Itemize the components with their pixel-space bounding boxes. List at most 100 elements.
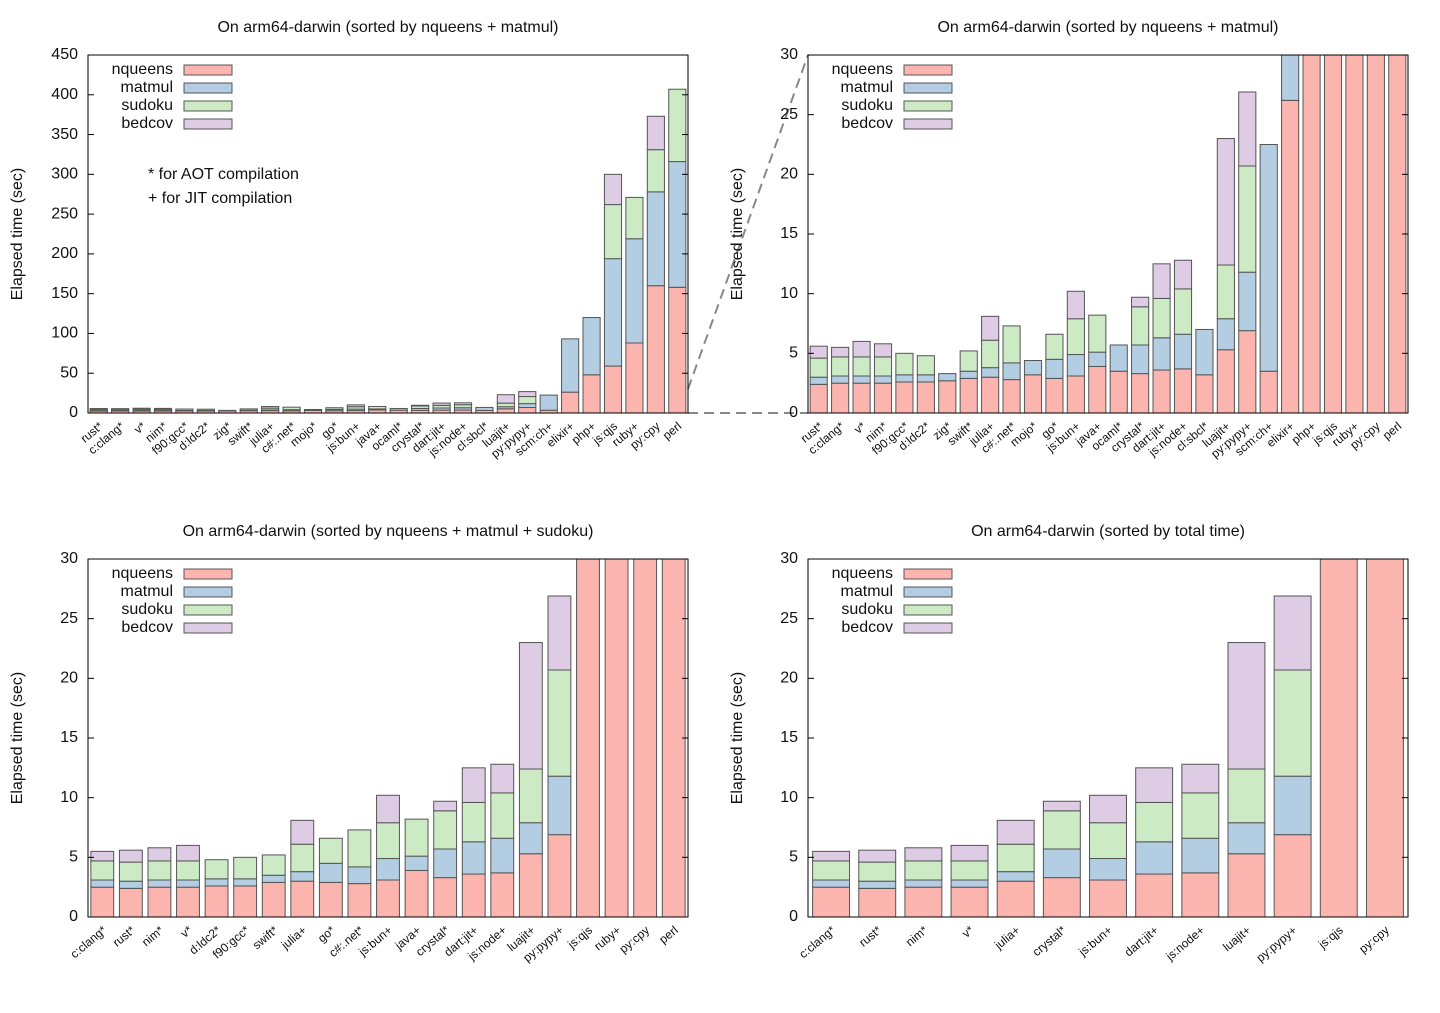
bar-segment bbox=[519, 823, 542, 854]
bar-segment bbox=[859, 862, 896, 881]
bar-segment bbox=[405, 856, 428, 870]
bar-segment bbox=[519, 643, 542, 769]
legend-label: nqueens bbox=[832, 61, 893, 78]
bar-segment bbox=[1228, 854, 1265, 917]
y-tick-label: 15 bbox=[780, 729, 798, 746]
legend-swatch bbox=[184, 83, 232, 93]
bar-segment bbox=[1090, 795, 1127, 822]
bar-segment bbox=[874, 344, 891, 357]
bar-segment bbox=[133, 408, 150, 409]
bar-segment bbox=[119, 850, 142, 862]
bar-segment bbox=[1228, 643, 1265, 769]
bar-segment bbox=[548, 776, 571, 834]
annotation: * for AOT compilation bbox=[148, 166, 299, 183]
bar-segment bbox=[951, 887, 988, 917]
legend-label: nqueens bbox=[112, 61, 173, 78]
bar-segment bbox=[905, 848, 942, 861]
bar-segment bbox=[810, 377, 827, 384]
bar-segment bbox=[1043, 849, 1080, 878]
bar-segment bbox=[647, 286, 664, 413]
y-tick-label: 10 bbox=[60, 789, 78, 806]
bars bbox=[90, 89, 686, 413]
bar-segment bbox=[390, 408, 407, 410]
bar-segment bbox=[177, 845, 200, 861]
bar-segment bbox=[1089, 352, 1106, 366]
bar-segment bbox=[832, 347, 849, 357]
bar-segment bbox=[1260, 145, 1277, 372]
x-tick-label: nim* bbox=[903, 923, 931, 949]
x-tick-label: py:cpy bbox=[1356, 923, 1392, 956]
bar-segment bbox=[1228, 823, 1265, 854]
bar-segment bbox=[377, 859, 400, 880]
bar-segment bbox=[240, 409, 257, 410]
legend-label: bedcov bbox=[121, 115, 173, 132]
bar-segment bbox=[1136, 802, 1173, 841]
bar-segment bbox=[91, 851, 114, 861]
legend-swatch bbox=[184, 569, 232, 579]
legend-swatch bbox=[184, 587, 232, 597]
bar-segment bbox=[1136, 768, 1173, 803]
bar-segment bbox=[647, 192, 664, 286]
bar-segment bbox=[832, 357, 849, 376]
bar-segment bbox=[1132, 345, 1149, 374]
bar-segment bbox=[369, 406, 386, 408]
bar-segment bbox=[90, 409, 107, 410]
y-tick-label: 5 bbox=[69, 849, 78, 866]
bar-segment bbox=[205, 886, 228, 917]
bar-segment bbox=[1024, 375, 1041, 413]
bar-segment bbox=[348, 867, 371, 884]
bar-segment bbox=[377, 880, 400, 917]
bar-segment bbox=[1303, 0, 1320, 413]
bar-segment bbox=[119, 862, 142, 881]
legend-swatch bbox=[904, 605, 952, 615]
bar-segment bbox=[917, 382, 934, 413]
x-tick-label: swift* bbox=[250, 923, 281, 952]
bar-segment bbox=[997, 881, 1034, 917]
bar-segment bbox=[1196, 375, 1213, 413]
bar-segment bbox=[1274, 596, 1311, 670]
bar-segment bbox=[896, 382, 913, 413]
bar-segment bbox=[1067, 355, 1084, 376]
x-tick-label: crystal* bbox=[1030, 923, 1069, 959]
chart: On arm64-darwin (sorted by nqueens + mat… bbox=[9, 0, 688, 965]
bar-segment bbox=[1110, 371, 1127, 413]
legend-label: bedcov bbox=[121, 619, 173, 636]
legend-label: nqueens bbox=[112, 565, 173, 582]
bar-segment bbox=[476, 407, 493, 410]
bar-segment bbox=[577, 0, 600, 213]
bar-segment bbox=[1346, 0, 1363, 413]
bar-segment bbox=[1090, 880, 1127, 917]
bar-segment bbox=[982, 340, 999, 367]
y-tick-label: 300 bbox=[51, 166, 78, 183]
bar-segment bbox=[1153, 264, 1170, 299]
bar-segment bbox=[1389, 0, 1406, 413]
bar-segment bbox=[262, 875, 285, 882]
bar-segment bbox=[626, 197, 643, 238]
bar-segment bbox=[813, 880, 850, 887]
x-tick-label: v* bbox=[178, 923, 195, 941]
y-tick-label: 350 bbox=[51, 126, 78, 143]
bar-segment bbox=[874, 357, 891, 376]
bar-segment bbox=[1174, 260, 1191, 289]
bar-segment bbox=[434, 878, 457, 917]
bar-segment bbox=[262, 407, 279, 409]
bar-segment bbox=[434, 849, 457, 878]
chart: On arm64-darwin (sorted by nqueens + mat… bbox=[729, 0, 1408, 461]
bar-segment bbox=[1046, 334, 1063, 359]
bar-segment bbox=[1174, 334, 1191, 369]
bar-segment bbox=[234, 857, 257, 878]
legend-swatch bbox=[904, 101, 952, 111]
bar-segment bbox=[859, 881, 896, 888]
y-tick-label: 30 bbox=[780, 46, 798, 63]
bar-segment bbox=[813, 861, 850, 880]
bar-segment bbox=[205, 860, 228, 879]
x-tick-label: v* bbox=[959, 923, 976, 941]
bar-segment bbox=[1003, 326, 1020, 363]
bar-segment bbox=[433, 403, 450, 405]
bar-segment bbox=[1239, 272, 1256, 330]
bar-segment bbox=[91, 887, 114, 917]
legend-swatch bbox=[184, 101, 232, 111]
y-axis-title: Elapsed time (sec) bbox=[9, 672, 26, 805]
bar-segment bbox=[669, 89, 686, 161]
bar-segment bbox=[982, 368, 999, 378]
